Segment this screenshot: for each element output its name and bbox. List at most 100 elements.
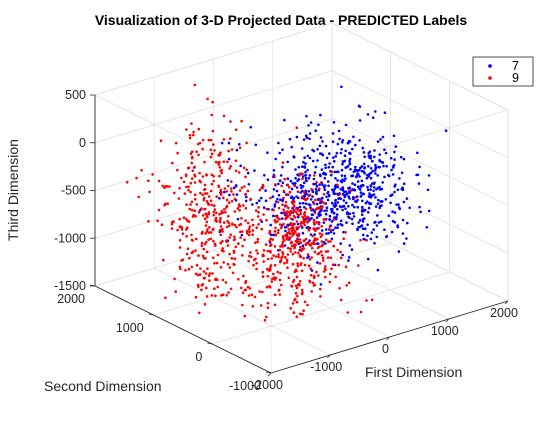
data-point	[191, 239, 194, 242]
data-point	[135, 176, 138, 180]
data-point	[201, 138, 205, 142]
data-point	[366, 113, 370, 116]
data-point	[249, 255, 253, 259]
data-point	[273, 245, 277, 248]
data-point	[198, 171, 201, 175]
data-point	[263, 318, 267, 322]
data-point	[206, 202, 210, 205]
data-point	[281, 237, 285, 240]
data-point	[418, 165, 421, 169]
data-point	[251, 203, 254, 206]
data-point	[340, 223, 344, 227]
data-point	[373, 221, 376, 224]
data-point	[295, 126, 299, 129]
data-point	[320, 181, 323, 184]
data-point	[251, 229, 255, 232]
data-point	[190, 161, 194, 165]
data-point	[244, 219, 247, 222]
data-point	[304, 170, 307, 174]
data-point	[316, 148, 319, 151]
data-point	[369, 184, 373, 187]
data-point	[354, 143, 357, 147]
data-point	[359, 310, 363, 314]
data-point	[312, 227, 316, 231]
data-point	[185, 185, 188, 189]
data-point	[178, 239, 182, 242]
data-point	[372, 193, 376, 196]
data-point	[227, 291, 230, 294]
data-point	[300, 172, 304, 175]
data-point	[319, 209, 323, 213]
data-point	[255, 226, 258, 229]
data-point	[230, 148, 234, 151]
data-point	[396, 188, 400, 192]
data-point	[335, 213, 339, 216]
data-point	[294, 243, 297, 247]
data-point	[177, 197, 181, 200]
data-point	[308, 137, 311, 141]
data-point	[206, 215, 209, 219]
data-point	[313, 211, 317, 215]
series-9	[125, 83, 374, 322]
data-point	[194, 237, 198, 241]
data-point	[296, 190, 300, 193]
data-point	[387, 214, 391, 217]
data-point	[377, 165, 380, 169]
data-point	[318, 183, 321, 186]
data-point	[299, 224, 303, 227]
data-point	[237, 171, 241, 174]
data-point	[208, 279, 211, 282]
data-point	[343, 154, 347, 157]
data-point	[215, 195, 218, 198]
data-point	[309, 267, 313, 271]
data-point	[207, 274, 211, 278]
data-point	[280, 184, 284, 188]
data-point	[336, 142, 340, 146]
data-point	[157, 208, 161, 212]
data-point	[212, 256, 215, 260]
data-point	[264, 199, 268, 203]
data-point	[289, 217, 293, 220]
data-point	[316, 242, 319, 246]
data-point	[320, 168, 324, 171]
data-point	[415, 173, 418, 177]
data-point	[281, 217, 284, 220]
data-point	[296, 234, 300, 238]
data-point	[181, 232, 185, 235]
data-point	[303, 263, 307, 267]
data-point	[217, 184, 220, 188]
data-point	[338, 193, 341, 196]
data-point	[262, 249, 266, 252]
data-point	[326, 256, 330, 259]
data-point	[233, 263, 236, 267]
data-point	[323, 267, 327, 271]
box-edge	[94, 22, 333, 96]
data-point	[331, 228, 335, 232]
data-point	[359, 194, 363, 198]
data-point	[327, 184, 330, 188]
data-point	[228, 266, 232, 269]
data-point	[304, 174, 308, 177]
data-point	[382, 164, 385, 168]
data-point	[239, 236, 242, 239]
data-point	[289, 250, 293, 253]
data-point	[378, 159, 382, 163]
data-point	[286, 224, 290, 228]
data-point	[332, 211, 336, 215]
data-point	[234, 245, 238, 249]
data-point	[238, 209, 241, 212]
data-point	[342, 237, 346, 240]
data-point	[233, 257, 237, 261]
series-7	[192, 85, 448, 286]
z-axis-label: Third Dimension	[5, 139, 21, 241]
data-point	[290, 244, 294, 248]
data-point	[371, 169, 375, 173]
data-point	[190, 122, 193, 125]
data-point	[217, 163, 221, 166]
data-point	[207, 231, 211, 234]
data-point	[321, 183, 324, 187]
data-point	[373, 155, 376, 159]
data-point	[342, 230, 345, 234]
data-point	[309, 244, 313, 247]
data-point	[205, 250, 209, 254]
